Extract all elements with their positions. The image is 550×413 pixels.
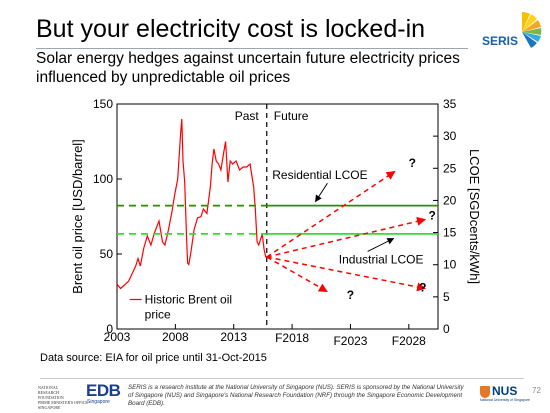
left-axis-tick-label: 100 [93, 172, 113, 186]
edb-logo: EDB Singapore [86, 381, 122, 409]
title-divider [36, 48, 468, 49]
right-axis-tick-label: 25 [443, 161, 457, 175]
data-source-note: Data source: EIA for oil price until 31-… [40, 352, 267, 364]
nrf-logo-line: NATIONAL [38, 385, 59, 390]
uncertainty-question-mark: ? [409, 156, 416, 170]
residential-lcoe-label: Residential LCOE [272, 168, 367, 182]
nus-crest-icon [480, 386, 490, 398]
sun-icon [522, 12, 542, 48]
right-axis-tick-label: 35 [443, 97, 457, 111]
industrial-lcoe-label: Industrial LCOE [339, 252, 424, 266]
nus-logo: NUS National University of Singapore [480, 384, 530, 404]
left-axis-tick-label: 150 [93, 97, 113, 111]
region-label-future: Future [274, 109, 309, 123]
industrial-lcoe-pointer [367, 237, 395, 252]
uncertainty-question-mark: ? [428, 209, 435, 223]
footer-divider [40, 378, 524, 379]
seris-logo-text: SERIS [482, 34, 518, 48]
x-axis-tick-label: F2028 [392, 334, 426, 348]
edb-logo-text: EDB [86, 381, 121, 400]
right-axis-tick-label: 10 [443, 258, 457, 272]
series-line [116, 118, 267, 290]
seris-logo: SERIS [482, 12, 542, 48]
region-label-past: Past [235, 109, 260, 123]
residential-lcoe-pointer [315, 182, 328, 203]
nrf-logo-line: SINGAPORE [38, 405, 61, 410]
uncertainty-question-mark: ? [419, 281, 426, 295]
left-axis-title: Brent oil price [USD/barrel] [70, 139, 85, 294]
scenario-arrow [266, 256, 328, 293]
right-axis-tick-label: 0 [443, 322, 450, 336]
x-axis-tick-label: 2008 [162, 330, 189, 344]
right-axis-tick-label: 20 [443, 193, 457, 207]
left-axis-tick-label: 50 [100, 247, 114, 261]
page-number: 72 [532, 386, 541, 395]
left-axis-tick-label: 0 [106, 322, 113, 336]
right-axis-tick-label: 30 [443, 129, 457, 143]
scenario-arrow [266, 216, 427, 258]
plot-frame [116, 103, 439, 330]
nrf-logo: NATIONAL RESEARCH FOUNDATION PRIME MINIS… [38, 385, 88, 410]
nrf-logo-line: FOUNDATION [38, 395, 64, 400]
nrf-logo-line: RESEARCH [38, 390, 59, 395]
scenario-arrow [266, 170, 396, 258]
nus-logo-text: NUS [492, 384, 518, 398]
legend-label-historic: Historic Brent oil [145, 293, 232, 307]
x-axis-tick-label: 2013 [220, 330, 247, 344]
right-axis-title: LCOE [SGDcents/kWh] [467, 149, 482, 284]
footer-disclaimer: SERIS is a research institute at the Nat… [128, 384, 464, 407]
uncertainty-question-mark: ? [347, 288, 354, 302]
nus-logo-subtext: National University of Singapore [480, 398, 530, 402]
nrf-logo-line: PRIME MINISTER'S OFFICE [38, 400, 88, 405]
slide-subtitle: Solar energy hedges against uncertain fu… [36, 50, 460, 86]
legend-label-historic: price [145, 308, 171, 322]
x-axis-tick-label: 2003 [104, 330, 131, 344]
slide-title: But your electricity cost is locked-in [36, 15, 426, 43]
x-axis-tick-label: F2023 [333, 334, 367, 348]
edb-logo-subtext: Singapore [87, 399, 110, 405]
x-axis-tick-label: F2018 [275, 331, 309, 345]
right-axis-tick-label: 5 [443, 290, 450, 304]
right-axis-tick-label: 15 [443, 226, 457, 240]
